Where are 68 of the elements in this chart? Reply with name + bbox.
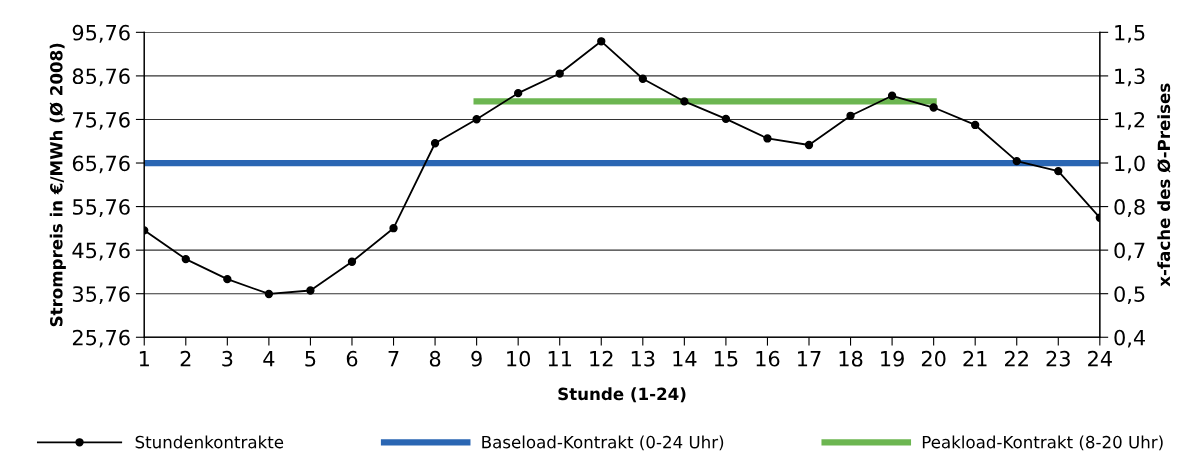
y-axis-title: Strompreis in €/MWh (Ø 2008) xyxy=(49,43,66,327)
point xyxy=(181,254,190,264)
point xyxy=(929,103,938,112)
x-tick-label: 8 xyxy=(429,350,441,367)
y-tick-label: 55,76 xyxy=(73,199,130,217)
point xyxy=(680,97,689,106)
point xyxy=(846,111,855,120)
x-tick-label: 5 xyxy=(305,351,316,367)
point xyxy=(430,139,440,148)
x-tick-label: 18 xyxy=(839,350,863,367)
y-tick-label: 65,76 xyxy=(72,155,130,174)
y2-tick-label: 1,5 xyxy=(1115,25,1145,43)
y-tick-label: 95,76 xyxy=(72,24,130,43)
x-tick-label: 16 xyxy=(756,350,780,367)
point xyxy=(223,274,232,284)
x-tick-label: 15 xyxy=(714,351,738,367)
x-tick-label: 14 xyxy=(673,351,697,367)
x-tick-label: 11 xyxy=(548,351,572,367)
point xyxy=(1012,156,1021,166)
y-tick-label: 35,76 xyxy=(72,286,130,305)
x-tick-label: 2 xyxy=(180,350,191,367)
legend-label: Peakload-Kontrakt (8-20 Uhr) xyxy=(922,435,1163,451)
point xyxy=(472,115,481,124)
y2-tick-label: 1,3 xyxy=(1115,68,1145,87)
y2-axis-title: x-fache des Ø-Preises xyxy=(1157,83,1171,287)
x-tick-label: 10 xyxy=(507,350,531,367)
x-tick-label: 7 xyxy=(388,351,399,367)
x-tick-label: 3 xyxy=(222,350,233,367)
y2-tick-label: 1,2 xyxy=(1115,111,1145,130)
x-tick-label: 21 xyxy=(963,350,987,367)
x-tick-label: 4 xyxy=(263,351,275,367)
point xyxy=(804,140,814,150)
legend-label: Stundenkontrakte xyxy=(135,435,284,449)
point xyxy=(306,286,315,295)
x-tick-label: 22 xyxy=(1005,350,1028,367)
x-axis-title: Stunde (1-24) xyxy=(558,387,686,403)
point xyxy=(347,257,357,266)
point xyxy=(638,74,647,83)
y-tick-label: 85,76 xyxy=(72,68,130,87)
point xyxy=(555,69,564,78)
x-tick-label: 13 xyxy=(631,350,655,367)
y2-tick-label: 0,5 xyxy=(1114,286,1145,305)
y2-tick-label: 0,7 xyxy=(1114,242,1145,261)
x-tick-label: 19 xyxy=(881,350,904,367)
x-tick-label: 24 xyxy=(1088,350,1112,367)
y-tick-label: 45,76 xyxy=(72,242,130,261)
y2-tick-label: 1,0 xyxy=(1115,155,1145,174)
x-tick-label: 1 xyxy=(139,351,149,367)
x-tick-label: 20 xyxy=(921,350,946,367)
y-tick-label: 75,76 xyxy=(73,111,130,130)
point xyxy=(389,224,398,233)
x-tick-label: 17 xyxy=(798,351,821,367)
point xyxy=(597,37,606,46)
x-tick-label: 12 xyxy=(590,350,613,367)
point xyxy=(887,91,897,100)
x-tick-label: 9 xyxy=(471,350,482,367)
y2-tick-label: 0,8 xyxy=(1114,199,1145,217)
point xyxy=(264,289,274,299)
point xyxy=(721,114,731,124)
y2-tick-label: 0,4 xyxy=(1114,329,1145,348)
point xyxy=(763,134,772,143)
point xyxy=(971,120,980,130)
point xyxy=(1054,166,1063,176)
x-tick-label: 23 xyxy=(1046,350,1070,367)
x-tick-label: 6 xyxy=(346,350,358,367)
y-tick-label: 25,76 xyxy=(72,329,130,348)
legend-label: Baseload-Kontrakt (0-24 Uhr) xyxy=(482,435,724,451)
point xyxy=(513,88,523,98)
